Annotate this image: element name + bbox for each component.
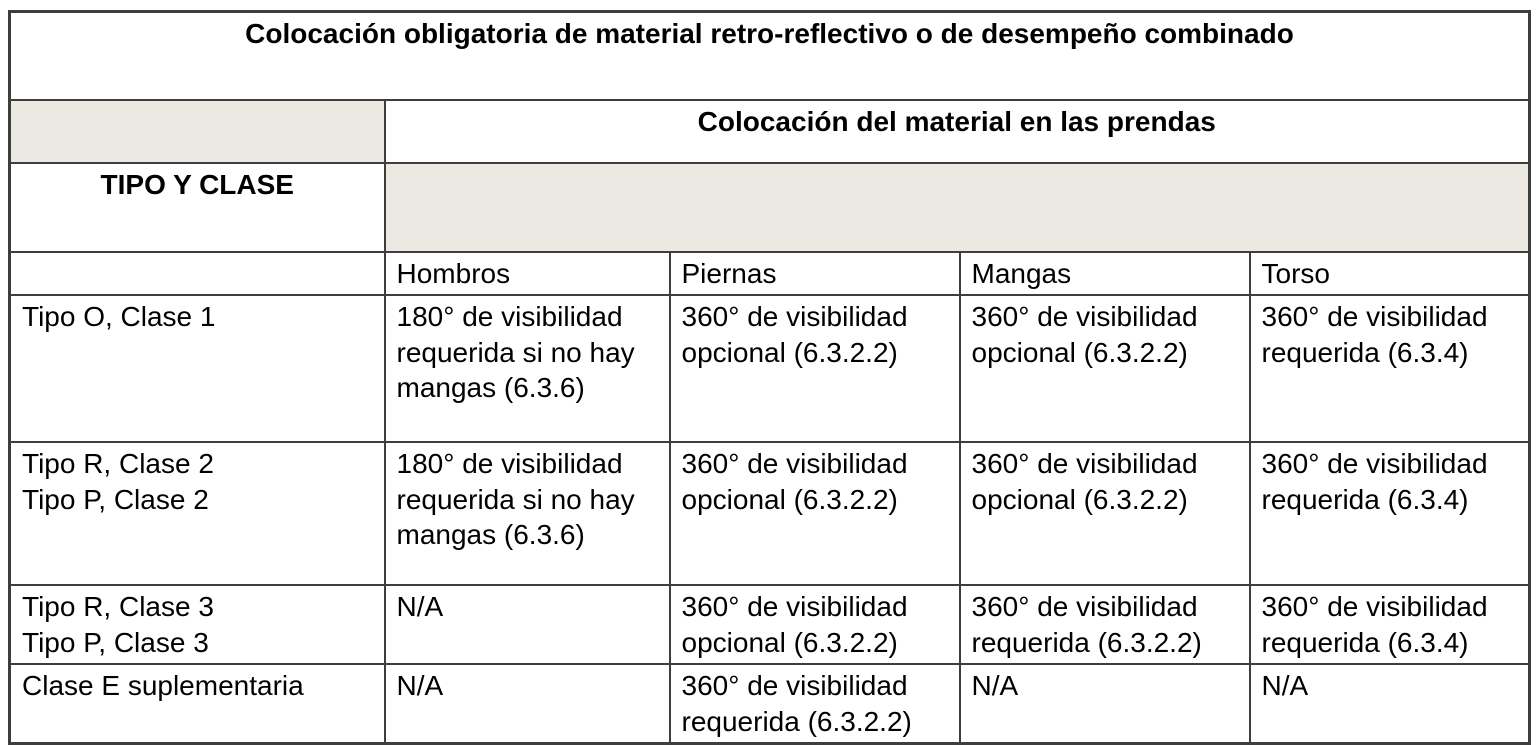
cell-mangas: 360° de visibilidad requerida (6.3.2.2) [958,584,1251,666]
cell-piernas: 360° de visibilidad requerida (6.3.2.2) [668,663,961,745]
row-label-tipo-rp-clase-2: Tipo R, Clase 2 Tipo P, Clase 2 [8,441,386,587]
garment-placement-header: Colocación del material en las prendas [383,98,1531,164]
column-header-hombros: Hombros [383,250,671,297]
cell-torso: 360° de visibilidad requerida (6.3.4) [1248,441,1531,587]
title-row: Colocación obligatoria de material retro… [8,10,1531,101]
cell-torso: 360° de visibilidad requerida (6.3.4) [1248,294,1531,444]
table-row: Tipo O, Clase 1 180° de visibilidad requ… [8,294,1531,444]
type-class-row: TIPO Y CLASE [8,161,1531,253]
type-class-header: TIPO Y CLASE [8,161,386,253]
cell-mangas: 360° de visibilidad opcional (6.3.2.2) [958,294,1251,444]
cell-torso: 360° de visibilidad requerida (6.3.4) [1248,584,1531,666]
shaded-stub-cell [8,98,386,164]
cell-torso: N/A [1248,663,1531,745]
column-header-row: Hombros Piernas Mangas Torso [8,250,1531,297]
table-title: Colocación obligatoria de material retro… [8,10,1531,101]
table-row: Tipo R, Clase 2 Tipo P, Clase 2 180° de … [8,441,1531,587]
placement-table: Colocación obligatoria de material retro… [8,10,1531,745]
cell-hombros: N/A [383,663,671,745]
cell-piernas: 360° de visibilidad opcional (6.3.2.2) [668,441,961,587]
row-label-tipo-rp-clase-3: Tipo R, Clase 3 Tipo P, Clase 3 [8,584,386,666]
column-header-mangas: Mangas [958,250,1251,297]
table-row: Tipo R, Clase 3 Tipo P, Clase 3 N/A 360°… [8,584,1531,666]
cell-piernas: 360° de visibilidad opcional (6.3.2.2) [668,584,961,666]
empty-stub-cell [8,250,386,297]
column-header-torso: Torso [1248,250,1531,297]
cell-mangas: N/A [958,663,1251,745]
cell-mangas: 360° de visibilidad opcional (6.3.2.2) [958,441,1251,587]
table-row: Clase E suplementaria N/A 360° de visibi… [8,663,1531,745]
column-header-piernas: Piernas [668,250,961,297]
row-label-tipo-o-clase-1: Tipo O, Clase 1 [8,294,386,444]
document-page: Colocación obligatoria de material retro… [8,10,1531,745]
cell-piernas: 360° de visibilidad opcional (6.3.2.2) [668,294,961,444]
row-label-clase-e-suplementaria: Clase E suplementaria [8,663,386,745]
cell-hombros: 180° de visibilidad requerida si no hay … [383,294,671,444]
shaded-span-cell [383,161,1531,253]
cell-hombros: N/A [383,584,671,666]
cell-hombros: 180° de visibilidad requerida si no hay … [383,441,671,587]
garment-header-row: Colocación del material en las prendas [8,98,1531,164]
